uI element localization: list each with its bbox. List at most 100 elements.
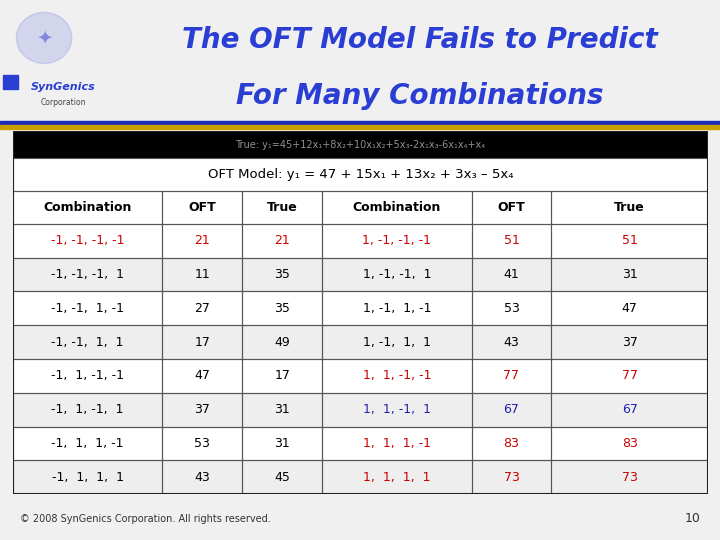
Bar (322, 427, 472, 460)
Text: 1,  1, -1, -1: 1, 1, -1, -1 (363, 369, 431, 382)
Bar (322, 359, 472, 393)
Text: 10: 10 (685, 512, 701, 525)
Bar (13, 292, 708, 325)
Bar (13, 427, 708, 460)
Bar (13, 158, 708, 191)
Bar (552, 427, 708, 460)
Bar (13, 131, 708, 158)
Bar (322, 258, 472, 292)
Text: 51: 51 (503, 234, 519, 247)
Text: 21: 21 (274, 234, 290, 247)
Text: 83: 83 (503, 437, 519, 450)
Text: 17: 17 (194, 335, 210, 348)
Bar (162, 460, 242, 494)
Bar (13, 427, 162, 460)
Bar (552, 292, 708, 325)
Bar (472, 258, 552, 292)
Text: 77: 77 (503, 369, 519, 382)
Text: 1, -1,  1,  1: 1, -1, 1, 1 (363, 335, 431, 348)
Bar (242, 427, 322, 460)
Text: ✦: ✦ (36, 29, 53, 48)
Text: 41: 41 (503, 268, 519, 281)
Bar (242, 191, 322, 224)
Bar (13, 393, 708, 427)
Bar (322, 224, 472, 258)
Bar (13, 359, 162, 393)
Bar (472, 224, 552, 258)
Text: 11: 11 (194, 268, 210, 281)
Bar (552, 393, 708, 427)
Bar (13, 224, 162, 258)
Bar (322, 292, 472, 325)
Text: OFT: OFT (189, 201, 216, 214)
Text: 51: 51 (621, 234, 637, 247)
Bar (162, 393, 242, 427)
Text: © 2008 SynGenics Corporation. All rights reserved.: © 2008 SynGenics Corporation. All rights… (20, 514, 271, 524)
Text: 17: 17 (274, 369, 290, 382)
Text: 1, -1, -1, -1: 1, -1, -1, -1 (362, 234, 431, 247)
Text: True: True (267, 201, 297, 214)
Text: 1,  1, -1,  1: 1, 1, -1, 1 (363, 403, 431, 416)
Text: 37: 37 (621, 335, 637, 348)
Text: 27: 27 (194, 302, 210, 315)
Text: 83: 83 (621, 437, 637, 450)
Bar (552, 359, 708, 393)
Bar (13, 292, 162, 325)
Text: 73: 73 (503, 471, 519, 484)
Bar (162, 224, 242, 258)
Bar (472, 292, 552, 325)
Bar (472, 427, 552, 460)
Bar (13, 158, 708, 191)
Bar (2, 75, 17, 89)
Text: 31: 31 (274, 403, 290, 416)
Text: -1, -1,  1,  1: -1, -1, 1, 1 (51, 335, 124, 348)
Text: For Many Combinations: For Many Combinations (235, 82, 603, 110)
Text: 1,  1,  1, -1: 1, 1, 1, -1 (363, 437, 431, 450)
Text: 35: 35 (274, 302, 290, 315)
Text: 47: 47 (194, 369, 210, 382)
Bar (162, 359, 242, 393)
Bar (13, 460, 708, 494)
Bar (472, 191, 552, 224)
Bar (552, 191, 708, 224)
Text: SynGenics: SynGenics (31, 82, 95, 92)
Bar (552, 460, 708, 494)
Bar (552, 258, 708, 292)
Bar (472, 359, 552, 393)
Text: 73: 73 (621, 471, 637, 484)
Text: True: y₁=45+12x₁+8x₂+10x₁x₂+5x₃-2x₁x₃-6x₁x₄+x₄: True: y₁=45+12x₁+8x₂+10x₁x₂+5x₃-2x₁x₃-6x… (235, 140, 485, 150)
Bar (0, 121, 720, 125)
Text: 67: 67 (503, 403, 519, 416)
Bar (162, 325, 242, 359)
Bar (472, 325, 552, 359)
Bar (13, 258, 708, 292)
Text: -1,  1,  1, -1: -1, 1, 1, -1 (51, 437, 124, 450)
Text: -1,  1,  1,  1: -1, 1, 1, 1 (52, 471, 124, 484)
Bar (472, 460, 552, 494)
Bar (162, 292, 242, 325)
Bar (322, 393, 472, 427)
Bar (13, 359, 708, 393)
Bar (13, 325, 162, 359)
Text: -1,  1, -1, -1: -1, 1, -1, -1 (51, 369, 124, 382)
Text: 49: 49 (274, 335, 290, 348)
Bar (552, 224, 708, 258)
Text: 31: 31 (274, 437, 290, 450)
Bar (242, 224, 322, 258)
Text: 37: 37 (194, 403, 210, 416)
Bar (242, 359, 322, 393)
Text: Corporation: Corporation (40, 98, 86, 107)
Text: 1,  1,  1,  1: 1, 1, 1, 1 (363, 471, 431, 484)
Bar (13, 191, 708, 224)
Text: Combination: Combination (353, 201, 441, 214)
Bar (162, 191, 242, 224)
Bar (13, 191, 162, 224)
Text: OFT: OFT (498, 201, 526, 214)
Text: 77: 77 (621, 369, 638, 382)
Bar (13, 460, 162, 494)
Bar (552, 325, 708, 359)
Bar (0, 125, 720, 129)
Bar (13, 393, 162, 427)
Text: -1,  1, -1,  1: -1, 1, -1, 1 (51, 403, 124, 416)
Text: -1, -1, -1,  1: -1, -1, -1, 1 (51, 268, 124, 281)
